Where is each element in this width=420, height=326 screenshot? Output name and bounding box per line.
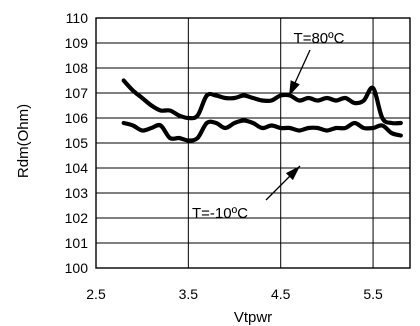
x-axis-label: Vtpwr bbox=[234, 309, 272, 326]
y-tick-label: 102 bbox=[65, 210, 89, 226]
y-axis-tick-labels: 100 101 102 103 104 105 106 107 108 109 110 bbox=[65, 10, 89, 276]
annotation-arrowhead bbox=[289, 80, 300, 96]
y-tick-label: 104 bbox=[65, 160, 89, 176]
series-lines bbox=[121, 78, 403, 143]
y-tick-label: 105 bbox=[65, 135, 89, 151]
y-tick-label: 109 bbox=[65, 35, 89, 51]
annotation-label: T=80ºC bbox=[294, 30, 345, 47]
x-tick-label: 3.5 bbox=[179, 286, 199, 302]
y-tick-label: 110 bbox=[66, 10, 89, 26]
series-line-t-minus-10c bbox=[121, 118, 403, 143]
x-tick-label: 2.5 bbox=[86, 286, 106, 302]
y-tick-label: 103 bbox=[65, 185, 89, 201]
grid-lines bbox=[95, 17, 410, 269]
y-axis-label: Rdm(Ohm) bbox=[15, 104, 32, 178]
y-tick-label: 108 bbox=[65, 60, 89, 76]
annotation-arrowhead bbox=[285, 166, 300, 181]
x-tick-label: 5.5 bbox=[363, 286, 383, 302]
series-line-t-80c bbox=[121, 78, 403, 126]
x-axis-tick-labels: 2.5 3.5 4.5 5.5 bbox=[86, 286, 383, 302]
y-tick-label: 101 bbox=[65, 235, 89, 251]
annotation-label: T=-10ºC bbox=[192, 205, 248, 222]
y-tick-label: 107 bbox=[65, 85, 89, 101]
annotations: T=80ºC T=-10ºC bbox=[192, 30, 345, 222]
x-tick-label: 4.5 bbox=[271, 286, 291, 302]
y-tick-label: 106 bbox=[65, 110, 89, 126]
y-tick-label: 100 bbox=[65, 260, 89, 276]
plot-area-frame bbox=[95, 17, 411, 269]
